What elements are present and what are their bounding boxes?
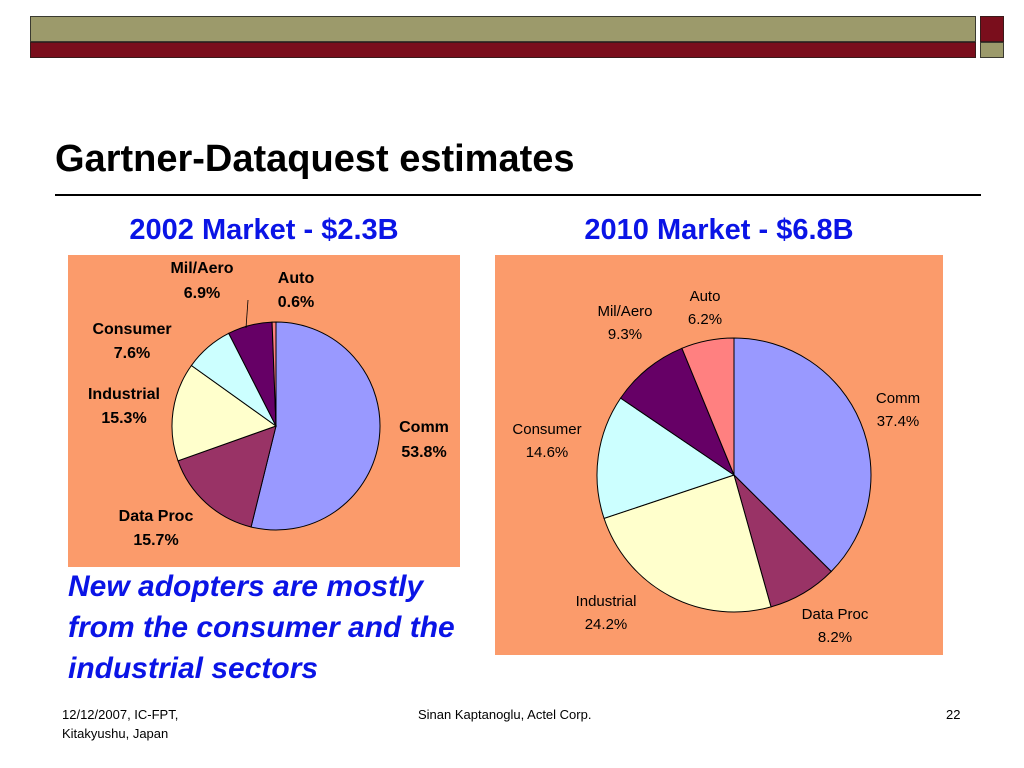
pie-slice-mil-aero [619, 347, 736, 477]
slice-label-mil-aero: Mil/Aero [170, 260, 233, 277]
slice-value-data-proc: 8.2% [818, 629, 852, 646]
slice-value-auto: 0.6% [278, 294, 314, 311]
corner-square-olive [980, 42, 1004, 58]
slice-label-data-proc: Data Proc [802, 606, 869, 623]
header-bar-olive [30, 16, 976, 42]
chart-2010-panel: Comm 37.4% Data Proc 8.2% Industrial 24.2% Con… [495, 255, 943, 655]
slice-label-auto: Auto [690, 288, 721, 305]
chart-2010-title: 2010 Market - $6.8B [584, 214, 854, 246]
title-underline [55, 194, 981, 196]
pie-slice-auto [271, 321, 277, 427]
pie-slice-industrial [171, 364, 278, 462]
slice-label-mil-aero: Mil/Aero [597, 303, 652, 320]
footer-date-venue: 12/12/2007, IC-FPT, Kitakyushu, Japan [62, 705, 262, 743]
slice-label-industrial: Industrial [88, 386, 160, 403]
slice-value-consumer: 14.6% [526, 444, 569, 461]
pie-slice-consumer [596, 397, 736, 520]
footer-date-line: 12/12/2007, IC-FPT, [62, 707, 179, 722]
slice-label-comm: Comm [399, 419, 449, 436]
slice-value-consumer: 7.6% [114, 345, 150, 362]
slice-label-auto: Auto [278, 270, 315, 287]
slice-value-mil-aero: 6.9% [184, 285, 220, 302]
pie-slice-comm [733, 337, 872, 573]
slice-value-auto: 6.2% [688, 311, 722, 328]
pie-chart-2002: Comm 53.8% Data Proc 15.7% Industrial 15.3% Co… [88, 260, 449, 549]
footer-page-number: 22 [946, 707, 961, 722]
adopters-note: New adopters are mostly from the consume… [68, 570, 455, 685]
slice-label-comm: Comm [876, 390, 920, 407]
pie-slice-auto [681, 337, 735, 476]
pie-slice-data-proc [177, 425, 277, 528]
corner-square-red [980, 16, 1004, 42]
footer-author: Sinan Kaptanoglu, Actel Corp. [418, 707, 592, 722]
pie-slice-industrial [603, 474, 772, 613]
slice-label-data-proc: Data Proc [119, 508, 194, 525]
chart-2002-title: 2002 Market - $2.3B [129, 214, 399, 246]
slice-value-mil-aero: 9.3% [608, 326, 642, 343]
slice-value-industrial: 15.3% [101, 410, 146, 427]
slice-label-consumer: Consumer [92, 321, 171, 338]
footer-venue-line: Kitakyushu, Japan [62, 726, 169, 741]
pie-slice-comm [250, 321, 381, 531]
pie-chart-2010: Comm 37.4% Data Proc 8.2% Industrial 24.2% Con… [512, 288, 920, 646]
header-bar-red [30, 42, 976, 58]
slide-title: Gartner-Dataquest estimates [55, 138, 575, 180]
slice-value-industrial: 24.2% [585, 616, 628, 633]
slice-value-data-proc: 15.7% [133, 532, 178, 549]
slice-label-consumer: Consumer [512, 421, 581, 438]
slice-label-industrial: Industrial [576, 593, 637, 610]
chart-2002-panel: Comm 53.8% Data Proc 15.7% Industrial 15.3% Co… [68, 255, 460, 567]
slice-value-comm: 53.8% [401, 444, 446, 461]
slice-value-comm: 37.4% [877, 413, 920, 430]
leader-line-mil-aero [245, 299, 249, 329]
